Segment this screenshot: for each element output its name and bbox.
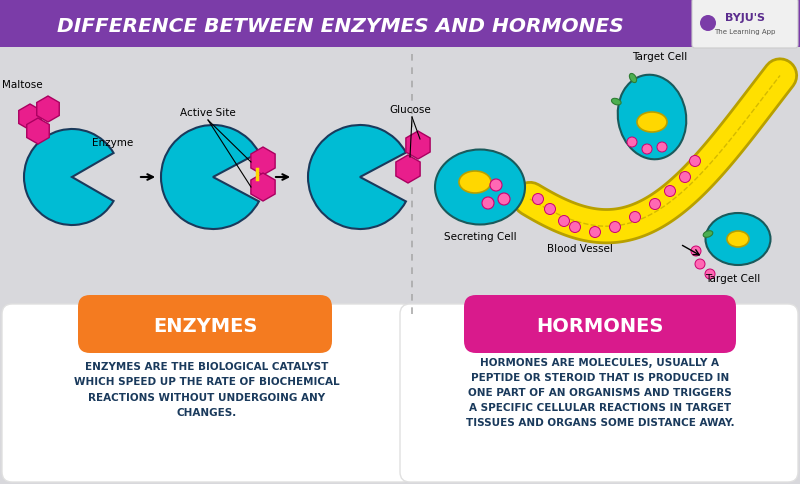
Text: Active Site: Active Site [180, 108, 236, 118]
Circle shape [650, 199, 661, 210]
Text: Blood Vessel: Blood Vessel [547, 243, 613, 254]
Circle shape [642, 145, 652, 155]
Ellipse shape [703, 231, 713, 238]
Polygon shape [37, 97, 59, 123]
Polygon shape [406, 132, 430, 160]
Ellipse shape [435, 150, 525, 225]
Text: Target Cell: Target Cell [706, 273, 761, 284]
Ellipse shape [727, 231, 749, 247]
Polygon shape [18, 105, 42, 131]
FancyBboxPatch shape [2, 304, 412, 482]
Circle shape [490, 180, 502, 192]
Circle shape [610, 222, 621, 233]
Circle shape [545, 204, 555, 215]
Ellipse shape [618, 76, 686, 160]
Circle shape [691, 246, 701, 257]
Text: DIFFERENCE BETWEEN ENZYMES AND HORMONES: DIFFERENCE BETWEEN ENZYMES AND HORMONES [57, 16, 623, 35]
Text: Maltose: Maltose [2, 80, 42, 90]
Text: The Learning App: The Learning App [714, 29, 776, 35]
Circle shape [627, 138, 637, 148]
Polygon shape [251, 174, 275, 201]
Polygon shape [251, 148, 275, 176]
Wedge shape [24, 130, 114, 226]
Circle shape [690, 156, 701, 167]
Text: BYJU'S: BYJU'S [725, 13, 765, 23]
FancyBboxPatch shape [400, 304, 798, 482]
Ellipse shape [630, 74, 637, 83]
FancyBboxPatch shape [464, 295, 736, 353]
Circle shape [558, 216, 570, 227]
Circle shape [533, 194, 543, 205]
Circle shape [665, 186, 675, 197]
Ellipse shape [611, 99, 621, 106]
Circle shape [590, 227, 601, 238]
Circle shape [482, 197, 494, 210]
Circle shape [679, 172, 690, 183]
Text: Enzyme: Enzyme [92, 138, 134, 148]
Ellipse shape [459, 172, 491, 194]
FancyBboxPatch shape [0, 0, 800, 48]
Circle shape [700, 16, 716, 32]
Text: ENZYMES ARE THE BIOLOGICAL CATALYST
WHICH SPEED UP THE RATE OF BIOCHEMICAL
REACT: ENZYMES ARE THE BIOLOGICAL CATALYST WHIC… [74, 361, 340, 418]
Text: Target Cell: Target Cell [632, 52, 688, 62]
Text: HORMONES ARE MOLECULES, USUALLY A
PEPTIDE OR STEROID THAT IS PRODUCED IN
ONE PAR: HORMONES ARE MOLECULES, USUALLY A PEPTID… [466, 358, 734, 427]
Wedge shape [308, 126, 406, 229]
Ellipse shape [637, 113, 667, 133]
Circle shape [705, 270, 715, 279]
Text: Glucose: Glucose [389, 105, 431, 115]
Wedge shape [161, 126, 259, 229]
FancyBboxPatch shape [692, 0, 798, 49]
Ellipse shape [706, 213, 770, 265]
Circle shape [657, 143, 667, 152]
FancyBboxPatch shape [78, 295, 332, 353]
Circle shape [630, 212, 641, 223]
Text: HORMONES: HORMONES [536, 317, 664, 336]
Polygon shape [26, 119, 50, 145]
Circle shape [570, 222, 581, 233]
Polygon shape [396, 156, 420, 183]
Circle shape [498, 194, 510, 206]
Circle shape [695, 259, 705, 270]
Text: Secreting Cell: Secreting Cell [444, 231, 516, 242]
Text: ENZYMES: ENZYMES [153, 317, 257, 336]
